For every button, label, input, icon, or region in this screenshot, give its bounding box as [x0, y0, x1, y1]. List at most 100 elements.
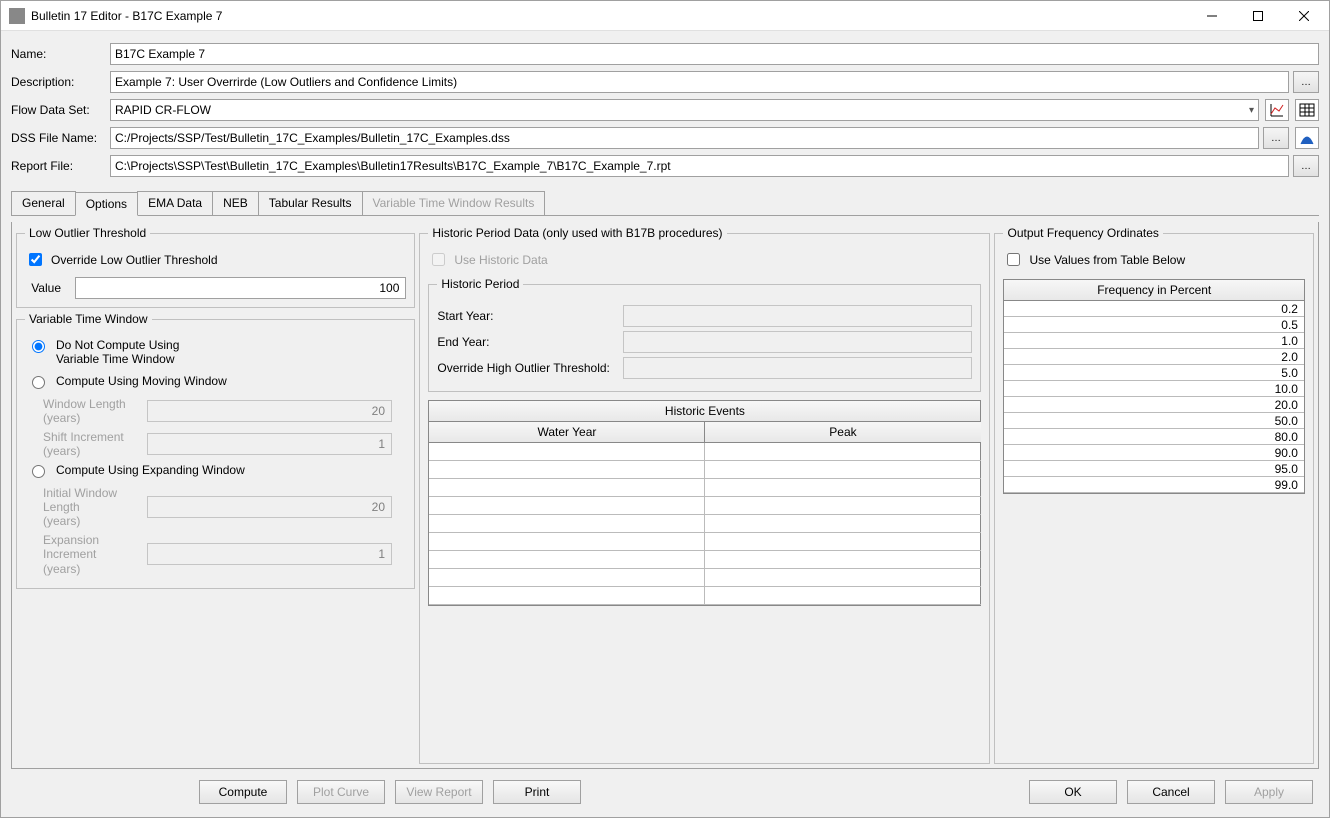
- low-outlier-group: Low Outlier Threshold Override Low Outli…: [16, 226, 415, 308]
- cancel-button[interactable]: Cancel: [1127, 780, 1215, 804]
- options-tab-page: Low Outlier Threshold Override Low Outli…: [11, 222, 1319, 769]
- historic-events-grid[interactable]: Historic Events Water Year Peak: [428, 400, 981, 606]
- historic-legend: Historic Period Data (only used with B17…: [428, 226, 726, 240]
- end-year-input: [623, 331, 972, 353]
- tab-strip: GeneralOptionsEMA DataNEBTabular Results…: [11, 191, 1319, 216]
- table-row[interactable]: [429, 443, 980, 461]
- vtw-option-expanding-window[interactable]: Compute Using Expanding Window: [27, 463, 406, 478]
- dss-file-label: DSS File Name:: [11, 131, 106, 145]
- end-year-label: End Year:: [437, 335, 623, 349]
- override-low-outlier-checkbox[interactable]: Override Low Outlier Threshold: [25, 250, 406, 269]
- dss-browse-button[interactable]: …: [1263, 127, 1289, 149]
- frequency-row[interactable]: 0.5: [1004, 317, 1304, 333]
- tab-neb[interactable]: NEB: [212, 191, 259, 215]
- override-high-outlier-label: Override High Outlier Threshold:: [437, 361, 623, 375]
- tab-ema-data[interactable]: EMA Data: [137, 191, 213, 215]
- compute-button[interactable]: Compute: [199, 780, 287, 804]
- tab-tabular-results[interactable]: Tabular Results: [258, 191, 363, 215]
- app-icon: [9, 8, 25, 24]
- frequency-row[interactable]: 90.0: [1004, 445, 1304, 461]
- description-browse-button[interactable]: …: [1293, 71, 1319, 93]
- table-row[interactable]: [429, 587, 980, 605]
- dialog-buttons: Compute Plot Curve View Report Print OK …: [11, 775, 1319, 809]
- table-row[interactable]: [429, 569, 980, 587]
- flow-data-set-combo[interactable]: RAPID CR-FLOW ▾: [110, 99, 1259, 121]
- frequency-row[interactable]: 10.0: [1004, 381, 1304, 397]
- report-file-input[interactable]: [110, 155, 1289, 177]
- maximize-button[interactable]: [1235, 1, 1281, 31]
- report-browse-button[interactable]: …: [1293, 155, 1319, 177]
- expansion-increment-input: [147, 543, 392, 565]
- plot-data-icon-button[interactable]: [1265, 99, 1289, 121]
- use-historic-data-checkbox: Use Historic Data: [428, 250, 981, 269]
- low-outlier-value-input[interactable]: [75, 277, 406, 299]
- vtw-option-do-not-compute[interactable]: Do Not Compute Using Variable Time Windo…: [27, 338, 406, 366]
- name-label: Name:: [11, 47, 106, 61]
- flow-data-set-value: RAPID CR-FLOW: [115, 103, 211, 117]
- water-year-column: Water Year: [429, 422, 705, 442]
- report-file-label: Report File:: [11, 159, 106, 173]
- table-row[interactable]: [429, 551, 980, 569]
- window-length-label: Window Length (years): [43, 397, 143, 426]
- chevron-down-icon: ▾: [1249, 105, 1254, 116]
- table-row[interactable]: [429, 533, 980, 551]
- frequency-row[interactable]: 50.0: [1004, 413, 1304, 429]
- frequency-row[interactable]: 2.0: [1004, 349, 1304, 365]
- peak-column: Peak: [705, 422, 980, 442]
- expansion-increment-label: Expansion Increment (years): [43, 533, 143, 576]
- distribution-icon-button[interactable]: [1295, 127, 1319, 149]
- vtw-legend: Variable Time Window: [25, 312, 152, 326]
- table-icon-button[interactable]: [1295, 99, 1319, 121]
- frequency-grid[interactable]: Frequency in Percent 0.20.51.02.05.010.0…: [1003, 279, 1305, 494]
- table-row[interactable]: [429, 497, 980, 515]
- historic-period-subgroup: Historic Period Start Year: End Year: Ov…: [428, 277, 981, 392]
- vtw-option-moving-window[interactable]: Compute Using Moving Window: [27, 374, 406, 389]
- frequency-row[interactable]: 20.0: [1004, 397, 1304, 413]
- historic-period-group: Historic Period Data (only used with B17…: [419, 226, 990, 764]
- frequency-row[interactable]: 99.0: [1004, 477, 1304, 493]
- tab-options[interactable]: Options: [75, 192, 138, 216]
- use-values-from-table-checkbox[interactable]: Use Values from Table Below: [1003, 250, 1305, 269]
- output-freq-legend: Output Frequency Ordinates: [1003, 226, 1162, 240]
- dss-file-input[interactable]: [110, 127, 1259, 149]
- start-year-input: [623, 305, 972, 327]
- historic-period-legend: Historic Period: [437, 277, 523, 291]
- description-label: Description:: [11, 75, 106, 89]
- window-length-input: [147, 400, 392, 422]
- table-row[interactable]: [429, 515, 980, 533]
- low-outlier-legend: Low Outlier Threshold: [25, 226, 150, 240]
- tab-variable-time-window-results: Variable Time Window Results: [362, 191, 546, 215]
- frequency-row[interactable]: 95.0: [1004, 461, 1304, 477]
- print-button[interactable]: Print: [493, 780, 581, 804]
- initial-window-length-input: [147, 496, 392, 518]
- bulletin17-editor-window: Bulletin 17 Editor - B17C Example 7 Name…: [0, 0, 1330, 818]
- frequency-row[interactable]: 5.0: [1004, 365, 1304, 381]
- shift-increment-label: Shift Increment (years): [43, 430, 143, 459]
- view-report-button: View Report: [395, 780, 483, 804]
- table-row[interactable]: [429, 479, 980, 497]
- tab-general[interactable]: General: [11, 191, 76, 215]
- close-button[interactable]: [1281, 1, 1327, 31]
- apply-button: Apply: [1225, 780, 1313, 804]
- name-input[interactable]: [110, 43, 1319, 65]
- table-row[interactable]: [429, 461, 980, 479]
- flow-data-set-label: Flow Data Set:: [11, 103, 106, 117]
- plot-curve-button: Plot Curve: [297, 780, 385, 804]
- titlebar[interactable]: Bulletin 17 Editor - B17C Example 7: [1, 1, 1329, 31]
- variable-time-window-group: Variable Time Window Do Not Compute Usin…: [16, 312, 415, 589]
- frequency-row[interactable]: 80.0: [1004, 429, 1304, 445]
- override-high-outlier-input: [623, 357, 972, 379]
- output-frequency-ordinates-group: Output Frequency Ordinates Use Values fr…: [994, 226, 1314, 764]
- description-input[interactable]: [110, 71, 1289, 93]
- ok-button[interactable]: OK: [1029, 780, 1117, 804]
- initial-window-length-label: Initial Window Length (years): [43, 486, 143, 529]
- start-year-label: Start Year:: [437, 309, 623, 323]
- low-outlier-value-label: Value: [25, 281, 75, 295]
- minimize-button[interactable]: [1189, 1, 1235, 31]
- shift-increment-input: [147, 433, 392, 455]
- historic-events-title: Historic Events: [429, 401, 980, 422]
- frequency-row[interactable]: 0.2: [1004, 301, 1304, 317]
- window-title: Bulletin 17 Editor - B17C Example 7: [31, 9, 1189, 23]
- frequency-header: Frequency in Percent: [1004, 280, 1304, 301]
- frequency-row[interactable]: 1.0: [1004, 333, 1304, 349]
